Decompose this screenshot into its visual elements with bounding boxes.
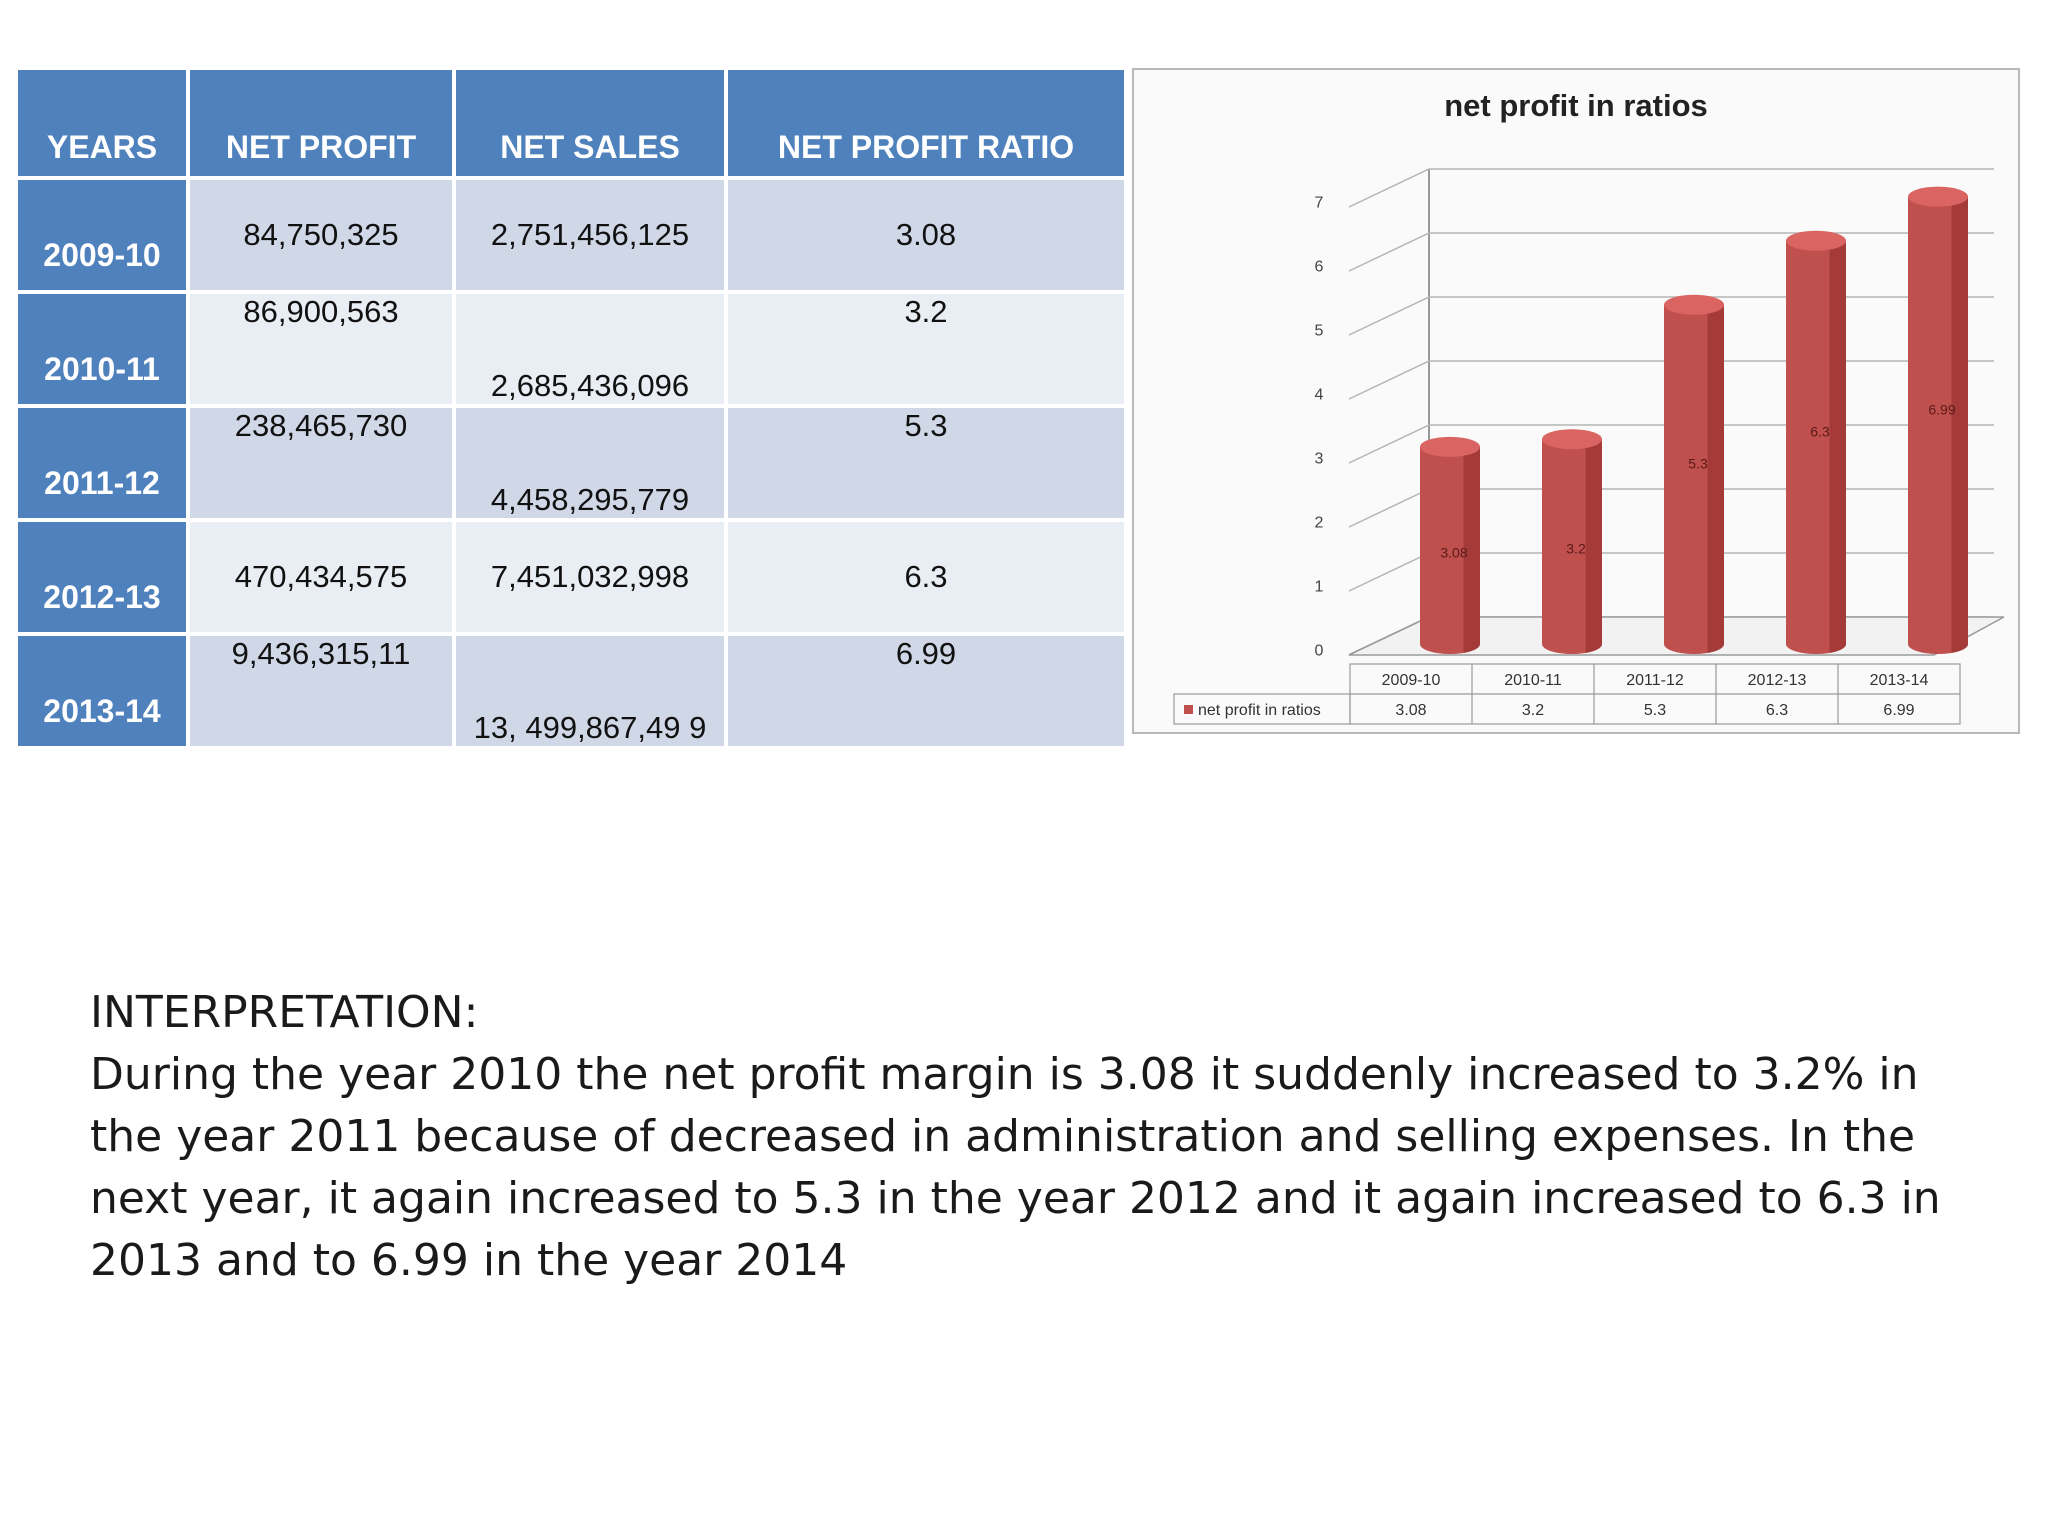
x-category-label: 2010-11 (1504, 672, 1562, 689)
x-category-label: 2011-12 (1626, 672, 1684, 689)
cell-net-sales: 7,451,032,998 (456, 522, 724, 632)
row-year: 2012-13 (18, 522, 186, 632)
net-profit-chart: net profit in ratios 0 1 2 3 4 5 6 7 3.08 3.2 5.3 6.… (1132, 68, 2020, 734)
header-net-profit: NET PROFIT (190, 70, 452, 176)
cell-net-sales: 4,458,295,779 (456, 408, 724, 518)
row-year: 2013-14 (18, 636, 186, 746)
data-table-value: 3.08 (1395, 702, 1426, 719)
x-category-label: 2012-13 (1748, 672, 1807, 689)
bar-shade (1585, 439, 1603, 653)
chart-title: net profit in ratios (1444, 88, 1708, 123)
data-label: 3.2 (1566, 541, 1586, 557)
net-profit-table: YEARS NET PROFIT NET SALES NET PROFIT RA… (14, 66, 1128, 750)
cell-net-profit: 470,434,575 (190, 522, 452, 632)
y-tick-label: 2 (1315, 514, 1324, 531)
bar-top (1664, 294, 1724, 315)
y-tick-label: 0 (1315, 642, 1324, 659)
bar-shade (1829, 240, 1847, 654)
data-label: 6.3 (1810, 423, 1830, 439)
x-category-label: 2009-10 (1382, 672, 1441, 689)
cell-net-profit: 9,436,315,11 (190, 636, 452, 746)
y-tick-label: 4 (1315, 386, 1324, 403)
table-header-row: YEARS NET PROFIT NET SALES NET PROFIT RA… (18, 70, 1124, 176)
bar-shade (1463, 446, 1481, 653)
bar-shade (1707, 304, 1725, 653)
header-years: YEARS (18, 70, 186, 176)
data-table-value: 6.3 (1766, 702, 1788, 719)
row-year: 2011-12 (18, 408, 186, 518)
bar-top (1420, 436, 1480, 457)
bar-shade (1951, 196, 1969, 653)
cell-ratio: 6.3 (728, 522, 1124, 632)
table-row: 2010-11 86,900,563 2,685,436,096 3.2 (18, 294, 1124, 404)
table-row: 2013-14 9,436,315,11 13, 499,867,49 9 6.… (18, 636, 1124, 746)
chart-canvas: net profit in ratios 0 1 2 3 4 5 6 7 3.08 3.2 5.3 6.… (1173, 88, 2005, 725)
cell-net-profit: 84,750,325 (190, 180, 452, 290)
cell-net-sales: 2,685,436,096 (456, 294, 724, 404)
header-net-profit-ratio: NET PROFIT RATIO (728, 70, 1124, 176)
cell-net-sales: 2,751,456,125 (456, 180, 724, 290)
bar-top (1908, 186, 1968, 207)
chart-gridline (1348, 232, 1994, 272)
data-label: 3.08 (1440, 544, 1467, 560)
interpretation-title: INTERPRETATION: (90, 987, 479, 1038)
data-label: 6.99 (1928, 401, 1955, 417)
bar-top (1542, 429, 1602, 450)
data-table-value: 6.99 (1883, 702, 1914, 719)
bar-top (1786, 230, 1846, 251)
table-row: 2011-12 238,465,730 4,458,295,779 5.3 (18, 408, 1124, 518)
cell-ratio: 6.99 (728, 636, 1124, 746)
cell-net-profit: 86,900,563 (190, 294, 452, 404)
data-label: 5.3 (1688, 455, 1708, 471)
interpretation-block: INTERPRETATION: During the year 2010 the… (90, 982, 1970, 1292)
row-year: 2009-10 (18, 180, 186, 290)
table-row: 2012-13 470,434,575 7,451,032,998 6.3 (18, 522, 1124, 632)
x-category-label: 2013-14 (1870, 672, 1929, 689)
cell-ratio: 5.3 (728, 408, 1124, 518)
cell-net-sales: 13, 499,867,49 9 (456, 636, 724, 746)
data-table-value: 3.2 (1522, 702, 1544, 719)
interpretation-text: During the year 2010 the net profit marg… (90, 1049, 1941, 1286)
row-year: 2010-11 (18, 294, 186, 404)
legend-swatch (1184, 705, 1193, 714)
table-row: 2009-10 84,750,325 2,751,456,125 3.08 (18, 180, 1124, 290)
y-tick-label: 6 (1315, 258, 1324, 275)
cell-net-profit: 238,465,730 (190, 408, 452, 518)
chart-side-wall (1348, 169, 1430, 656)
legend-label: net profit in ratios (1198, 702, 1321, 719)
cell-ratio: 3.2 (728, 294, 1124, 404)
header-net-sales: NET SALES (456, 70, 724, 176)
data-table-value: 5.3 (1644, 702, 1666, 719)
chart-gridline (1348, 168, 1994, 208)
y-tick-label: 5 (1315, 322, 1324, 339)
y-tick-label: 3 (1315, 450, 1324, 467)
y-tick-label: 7 (1315, 194, 1324, 211)
y-tick-label: 1 (1315, 578, 1324, 595)
cell-ratio: 3.08 (728, 180, 1124, 290)
